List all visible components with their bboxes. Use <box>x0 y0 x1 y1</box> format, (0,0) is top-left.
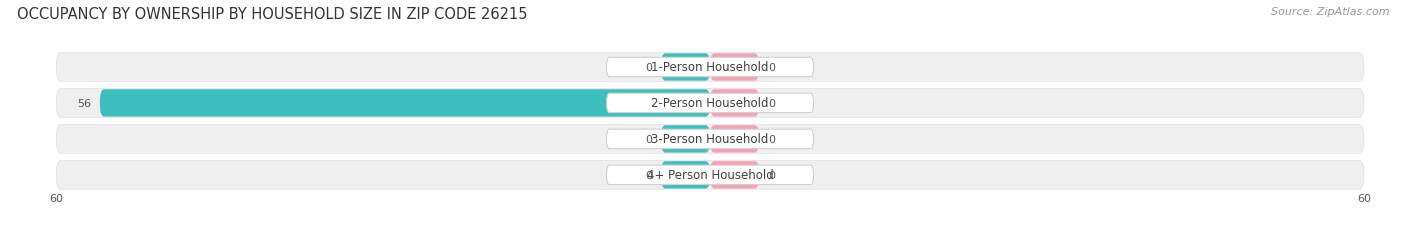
FancyBboxPatch shape <box>606 165 814 185</box>
FancyBboxPatch shape <box>606 130 814 149</box>
Text: 56: 56 <box>77 98 91 109</box>
Text: 0: 0 <box>645 134 652 144</box>
FancyBboxPatch shape <box>661 126 710 153</box>
FancyBboxPatch shape <box>606 58 814 77</box>
Text: 0: 0 <box>645 170 652 180</box>
Text: 4+ Person Household: 4+ Person Household <box>647 169 773 182</box>
FancyBboxPatch shape <box>56 125 1364 154</box>
FancyBboxPatch shape <box>710 90 759 117</box>
FancyBboxPatch shape <box>661 54 710 81</box>
Text: 2-Person Household: 2-Person Household <box>651 97 769 110</box>
FancyBboxPatch shape <box>56 89 1364 118</box>
FancyBboxPatch shape <box>100 90 710 117</box>
Text: Source: ZipAtlas.com: Source: ZipAtlas.com <box>1271 7 1389 17</box>
Text: OCCUPANCY BY OWNERSHIP BY HOUSEHOLD SIZE IN ZIP CODE 26215: OCCUPANCY BY OWNERSHIP BY HOUSEHOLD SIZE… <box>17 7 527 22</box>
Text: 1-Person Household: 1-Person Household <box>651 61 769 74</box>
FancyBboxPatch shape <box>56 161 1364 189</box>
FancyBboxPatch shape <box>710 54 759 81</box>
FancyBboxPatch shape <box>710 161 759 189</box>
FancyBboxPatch shape <box>710 126 759 153</box>
FancyBboxPatch shape <box>661 161 710 189</box>
Text: 0: 0 <box>645 63 652 73</box>
FancyBboxPatch shape <box>606 94 814 113</box>
Text: 0: 0 <box>768 170 775 180</box>
Text: 0: 0 <box>768 98 775 109</box>
Text: 3-Person Household: 3-Person Household <box>651 133 769 146</box>
FancyBboxPatch shape <box>56 53 1364 82</box>
Text: 0: 0 <box>768 63 775 73</box>
Text: 0: 0 <box>768 134 775 144</box>
